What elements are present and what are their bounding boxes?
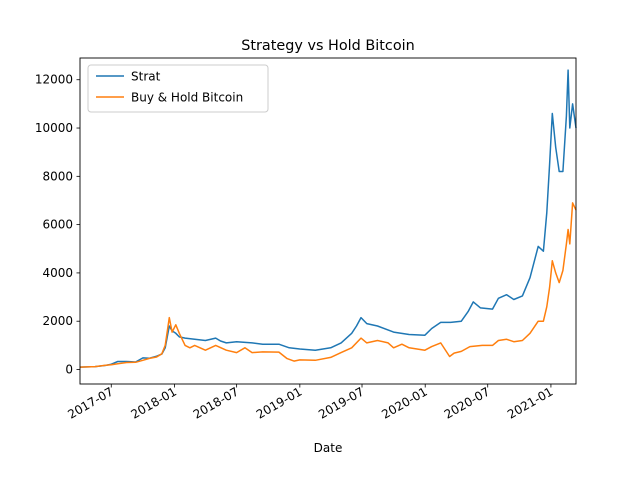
legend-label-buy-hold: Buy & Hold Bitcoin [131, 91, 243, 105]
legend: Strat Buy & Hold Bitcoin [87, 64, 269, 113]
chart-title: Strategy vs Hold Bitcoin [241, 38, 415, 54]
y-tick-label: 6000 [42, 218, 73, 232]
y-tick-label: 10000 [35, 121, 73, 135]
legend-label-strat: Strat [131, 70, 161, 84]
plot-lines [79, 69, 577, 368]
y-tick-label: 12000 [35, 73, 73, 87]
legend-box [87, 64, 269, 113]
y-tick-label: 0 [65, 363, 73, 377]
y-tick-label: 8000 [42, 169, 73, 183]
x-axis-label: Date [314, 441, 343, 455]
series-line-buy-hold [79, 202, 577, 368]
plot-frame [79, 57, 577, 385]
y-tick-label: 4000 [42, 266, 73, 280]
y-axis: 0 2000 4000 6000 8000 10000 12000 [35, 73, 80, 377]
y-tick-label: 2000 [42, 314, 73, 328]
